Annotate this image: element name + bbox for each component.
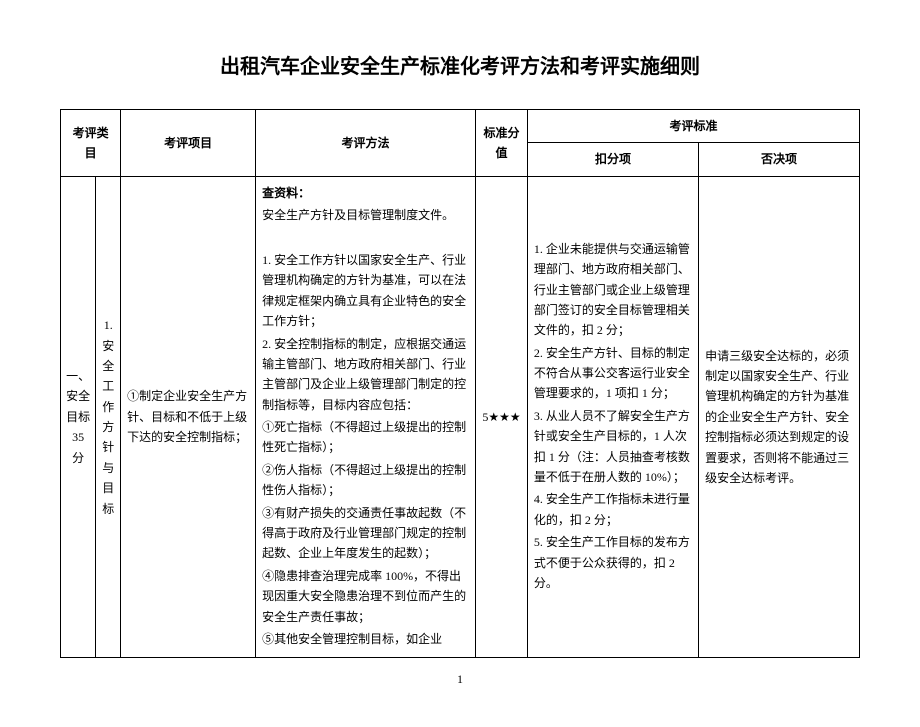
th-category: 考评类目	[61, 110, 121, 177]
th-score: 标准分值	[476, 110, 528, 177]
page-number: 1	[60, 672, 860, 687]
cell-score: 5★★★	[476, 176, 528, 658]
table-row: 一、安全目标 35 分 1. 安全工作方针与目标 ①制定企业安全生产方针、目标和…	[61, 176, 860, 658]
evaluation-table: 考评类目 考评项目 考评方法 标准分值 考评标准 扣分项 否决项 一、安全目标 …	[60, 109, 860, 658]
th-item: 考评项目	[121, 110, 256, 177]
cell-subcategory: 1. 安全工作方针与目标	[96, 176, 121, 658]
cell-item: ①制定企业安全生产方针、目标和不低于上级下达的安全控制指标；	[121, 176, 256, 658]
cell-method: 查资料： 安全生产方针及目标管理制度文件。 1. 安全工作方针以国家安全生产、行…	[256, 176, 476, 658]
cell-category: 一、安全目标 35 分	[61, 176, 96, 658]
cell-veto: 申请三级安全达标的，必须制定以国家安全生产、行业管理机构确定的方针为基准的企业安…	[699, 176, 860, 658]
cell-deduction: 1. 企业未能提供与交通运输管理部门、地方政府相关部门、行业主管部门或企业上级管…	[527, 176, 698, 658]
page-title: 出租汽车企业安全生产标准化考评方法和考评实施细则	[60, 50, 860, 79]
th-veto: 否决项	[699, 143, 860, 176]
th-deduction: 扣分项	[527, 143, 698, 176]
th-method: 考评方法	[256, 110, 476, 177]
th-criteria: 考评标准	[527, 110, 859, 143]
